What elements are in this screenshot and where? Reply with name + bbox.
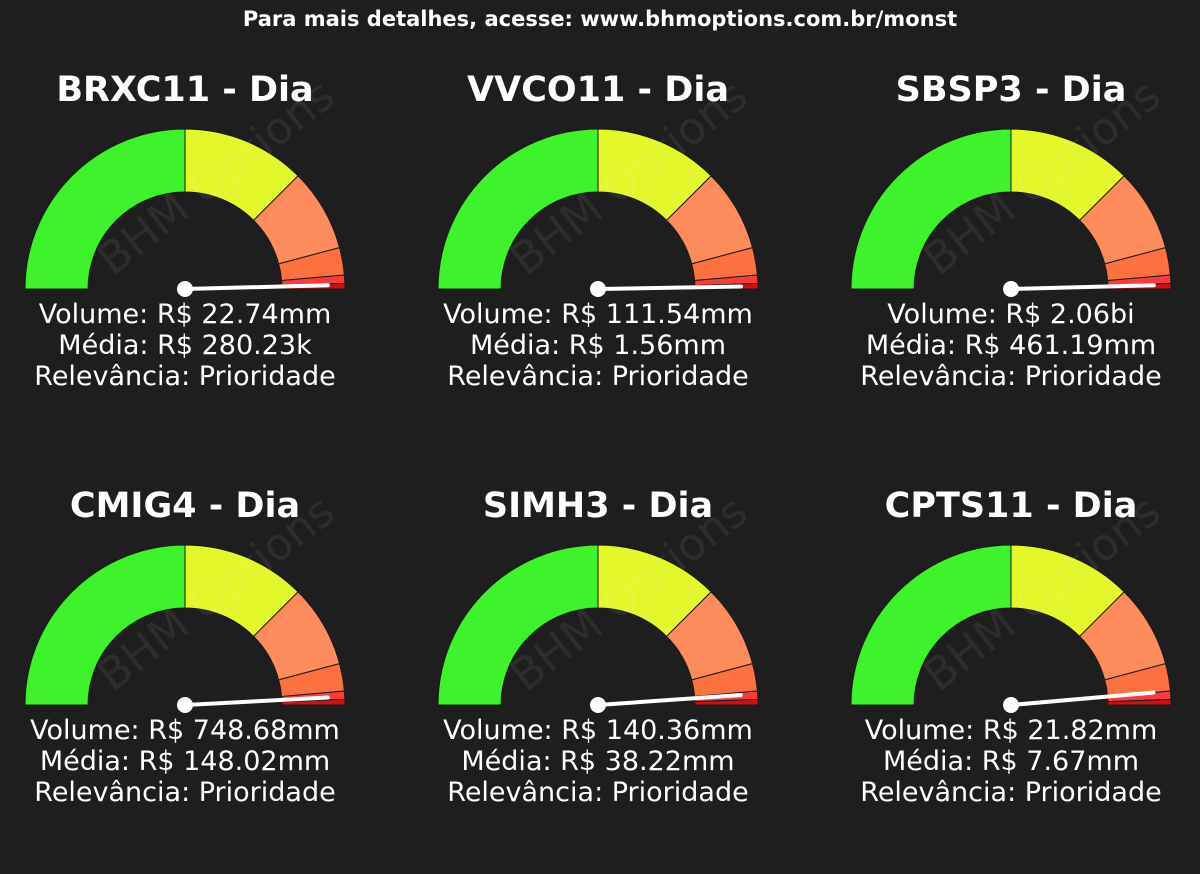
relevancia-label: Relevância: Prioridade (860, 777, 1162, 808)
needle-pivot (177, 281, 193, 297)
needle-pivot (590, 697, 606, 713)
gauge-chart: BHM Options (437, 70, 759, 297)
gauge-needle (1009, 690, 1156, 707)
gauge-panel: SIMH3 - Dia BHM Options Volume: R$ 140.3… (413, 416, 783, 816)
gauge-title: BRXC11 - Dia (56, 70, 314, 110)
gauge-needle (183, 283, 330, 291)
needle-pivot (1003, 281, 1019, 297)
media-label: Média: R$ 461.19mm (865, 330, 1157, 361)
gauge-chart: BHM Options (24, 70, 346, 297)
volume-label: Volume: R$ 748.68mm (30, 715, 340, 746)
media-label: Média: R$ 148.02mm (39, 746, 331, 777)
gauge-panel: VVCO11 - Dia BHM Options Volume: R$ 111.… (413, 0, 783, 400)
relevancia-label: Relevância: Prioridade (34, 777, 336, 808)
gauge-zone (850, 544, 1012, 706)
gauge-panel: CMIG4 - Dia BHM Options Volume: R$ 748.6… (0, 416, 370, 816)
gauge-zone (694, 698, 759, 706)
gauge-chart: BHM Options (24, 486, 346, 713)
gauge-needle (596, 284, 743, 291)
relevancia-label: Relevância: Prioridade (34, 361, 336, 392)
volume-label: Volume: R$ 111.54mm (443, 299, 753, 330)
gauge-needle (1009, 283, 1156, 291)
media-label: Média: R$ 280.23k (58, 330, 312, 361)
gauge-panel: BRXC11 - Dia BHM Options Volume: R$ 22.7… (0, 0, 370, 400)
gauge-zone (437, 128, 599, 290)
volume-label: Volume: R$ 22.74mm (38, 299, 332, 330)
relevancia-label: Relevância: Prioridade (447, 361, 749, 392)
gauge-needle (596, 693, 743, 707)
needle-pivot (590, 281, 606, 297)
gauge-title: VVCO11 - Dia (467, 70, 729, 110)
gauge-title: SIMH3 - Dia (482, 486, 714, 526)
volume-label: Volume: R$ 140.36mm (443, 715, 753, 746)
media-label: Média: R$ 38.22mm (461, 746, 735, 777)
media-label: Média: R$ 1.56mm (469, 330, 726, 361)
gauge-zone (850, 128, 1012, 290)
gauge-chart: BHM Options (850, 486, 1172, 713)
volume-label: Volume: R$ 21.82mm (864, 715, 1158, 746)
needle-pivot (177, 697, 193, 713)
gauge-title: CMIG4 - Dia (69, 486, 301, 526)
page-header: Para mais detalhes, acesse: www.bhmoptio… (242, 7, 958, 31)
gauge-panel: CPTS11 - Dia BHM Options Volume: R$ 21.8… (826, 416, 1196, 816)
gauge-zone (437, 544, 599, 706)
gauge-needle (183, 695, 330, 707)
gauge-title: SBSP3 - Dia (895, 70, 1127, 110)
gauge-chart: BHM Options (850, 70, 1172, 297)
gauge-title: CPTS11 - Dia (884, 486, 1138, 526)
gauge-zone (1107, 698, 1172, 706)
gauge-zone (24, 544, 186, 706)
volume-label: Volume: R$ 2.06bi (887, 299, 1135, 330)
gauge-panel: SBSP3 - Dia BHM Options Volume: R$ 2.06b… (826, 0, 1196, 400)
needle-pivot (1003, 697, 1019, 713)
media-label: Média: R$ 7.67mm (882, 746, 1139, 777)
gauge-zone (24, 128, 186, 290)
gauge-chart: BHM Options (437, 486, 759, 713)
relevancia-label: Relevância: Prioridade (860, 361, 1162, 392)
relevancia-label: Relevância: Prioridade (447, 777, 749, 808)
